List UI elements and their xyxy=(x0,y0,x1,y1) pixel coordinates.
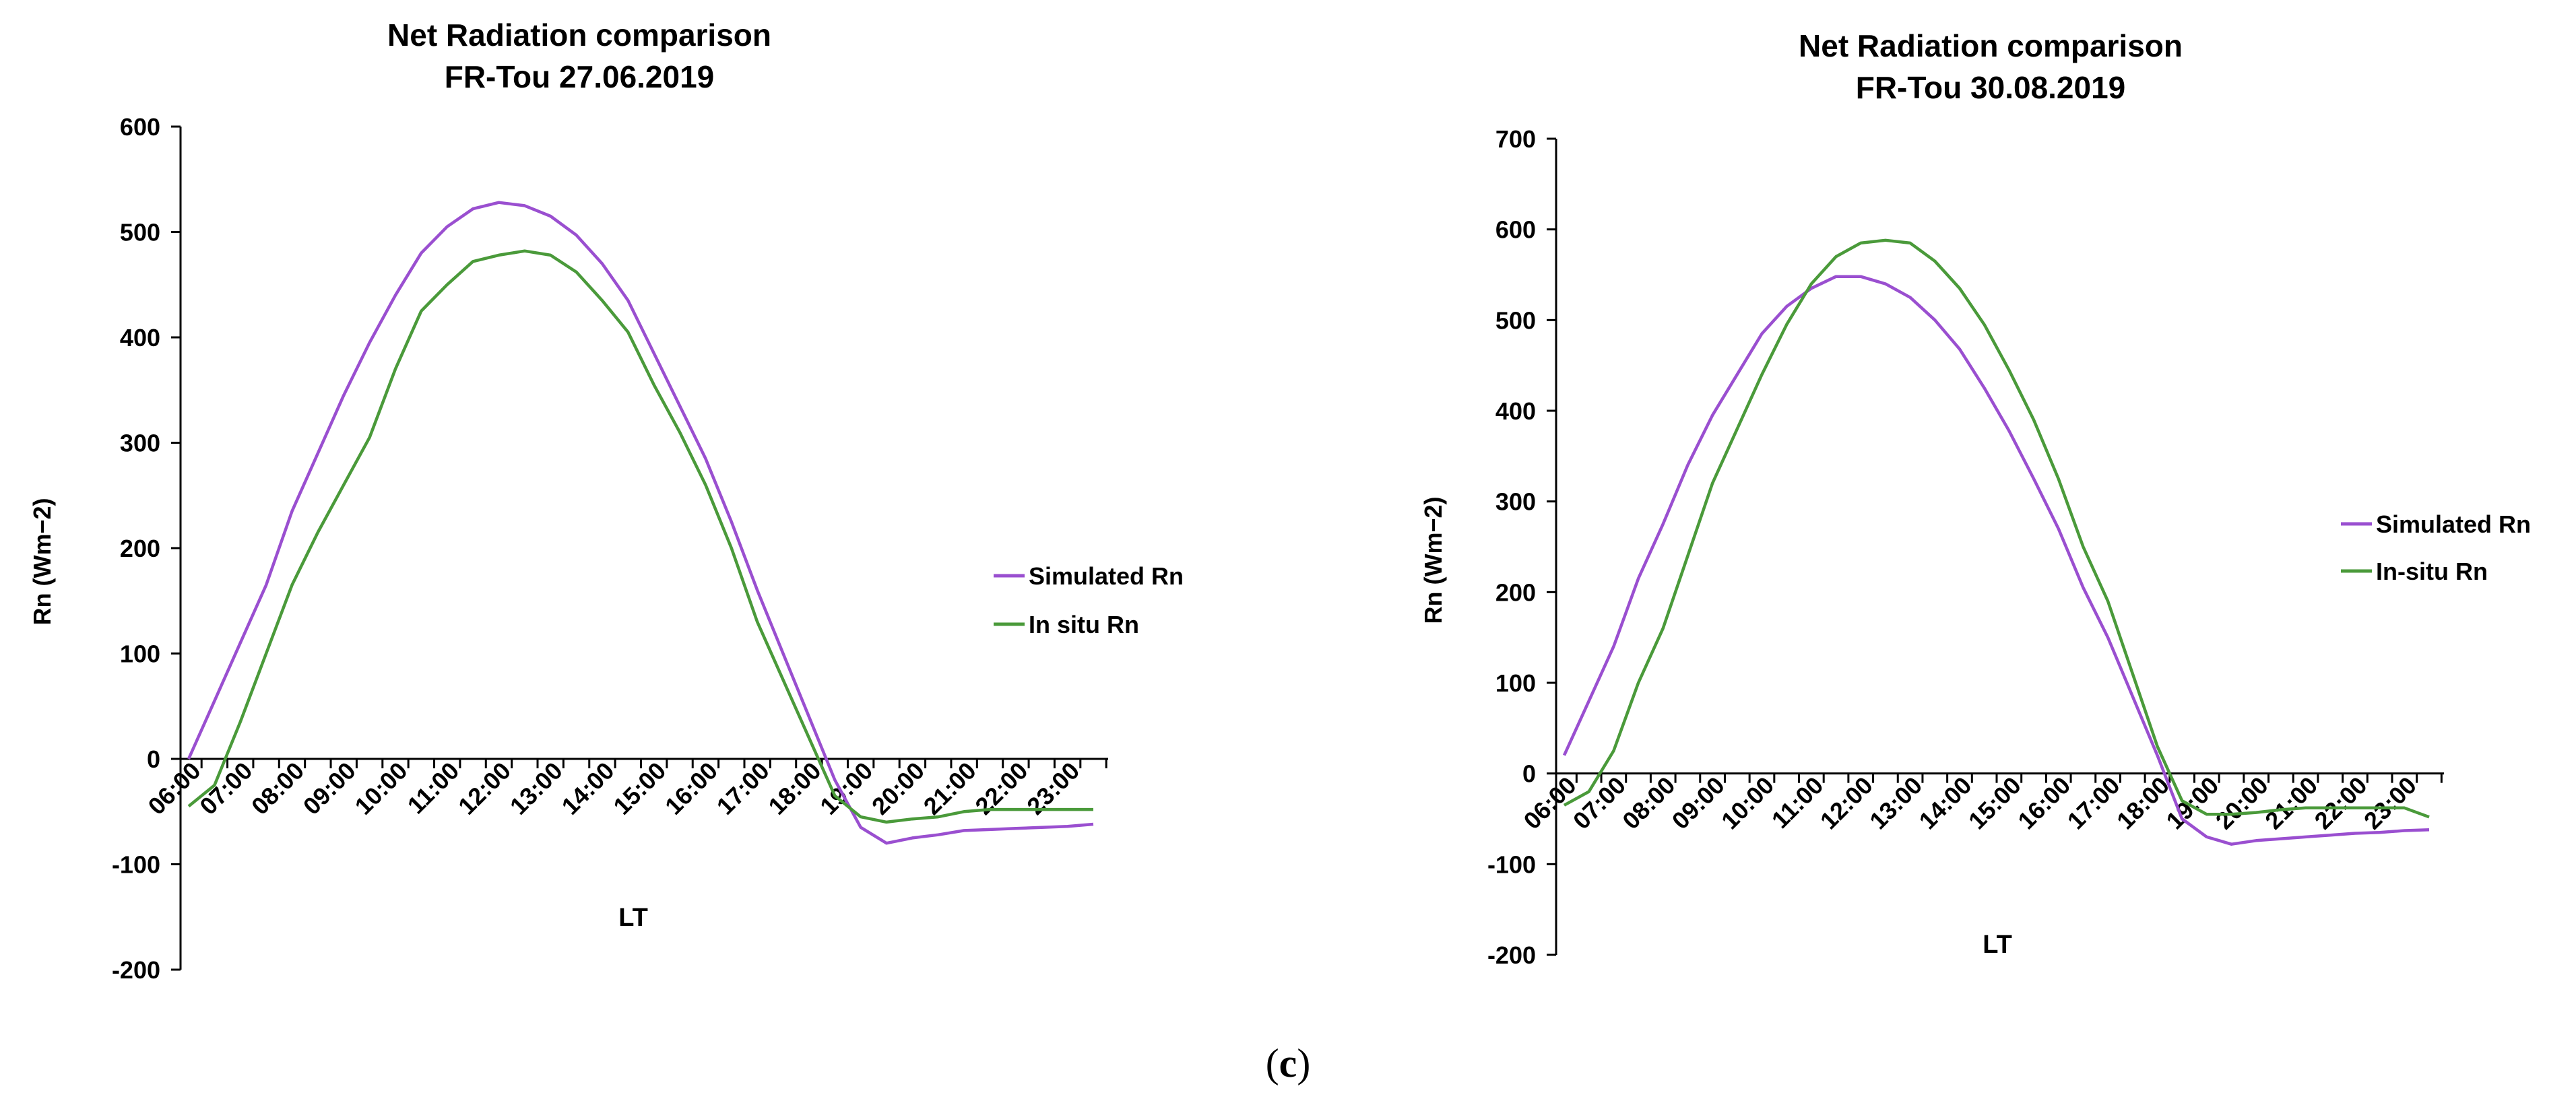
y-tick-label: 100 xyxy=(1495,669,1536,697)
legend-label: Simulated Rn xyxy=(2376,510,2531,538)
x-tick-label: 08:00 xyxy=(246,757,309,820)
series-line-simulated xyxy=(187,201,1094,845)
x-tick-label: 11:00 xyxy=(1766,771,1829,834)
y-tick-label: 0 xyxy=(147,745,160,773)
y-axis-label: Rn (Wm−2) xyxy=(1419,497,1447,624)
y-tick-label: 400 xyxy=(1495,397,1536,425)
legend-label: In-situ Rn xyxy=(2376,558,2488,585)
x-tick-label: 07:00 xyxy=(194,757,257,820)
y-tick-label: 100 xyxy=(120,640,160,668)
x-tick-label: 17:00 xyxy=(711,757,775,820)
y-tick-label: -200 xyxy=(112,956,160,984)
x-axis-label: LT xyxy=(618,904,648,932)
x-tick-label: 13:00 xyxy=(505,757,568,820)
y-tick-label: -200 xyxy=(1487,941,1536,969)
y-tick-label: 300 xyxy=(120,430,160,457)
caption-letter: c xyxy=(1279,1041,1297,1085)
x-tick-label: 14:00 xyxy=(556,757,619,820)
chart-right: Net Radiation comparison FR-Tou 30.08.201… xyxy=(1419,28,2531,969)
chart-subtitle: FR-Tou 27.06.2019 xyxy=(445,59,715,94)
x-tick-label: 16:00 xyxy=(659,757,723,820)
chart-title: Net Radiation comparison xyxy=(1799,28,2183,63)
x-tick-label: 10:00 xyxy=(350,757,413,820)
figure-caption: (c) xyxy=(1265,1041,1311,1085)
x-tick-label: 12:00 xyxy=(453,757,516,820)
x-axis-label: LT xyxy=(1983,931,2012,959)
y-axis-label: Rn (Wm−2) xyxy=(28,498,56,626)
y-tick-label: 200 xyxy=(1495,578,1536,606)
series-line-simulated xyxy=(1562,275,2430,846)
x-tick-label: 18:00 xyxy=(763,757,826,820)
x-tick-label: 09:00 xyxy=(298,757,361,820)
chart-left: Net Radiation comparison FR-Tou 27.06.201… xyxy=(28,18,1184,984)
chart-title: Net Radiation comparison xyxy=(387,18,771,53)
legend-label: Simulated Rn xyxy=(1029,562,1184,590)
x-tick-label: 19:00 xyxy=(814,757,878,820)
chart-subtitle: FR-Tou 30.08.2019 xyxy=(1856,70,2126,105)
x-tick-label: 11:00 xyxy=(402,757,465,819)
y-tick-label: 600 xyxy=(1495,216,1536,244)
y-tick-label: 600 xyxy=(120,113,160,141)
y-tick-label: 200 xyxy=(120,535,160,562)
y-tick-label: -100 xyxy=(1487,850,1536,878)
y-tick-label: 0 xyxy=(1522,760,1536,788)
y-tick-label: 400 xyxy=(120,324,160,351)
legend-label: In situ Rn xyxy=(1029,611,1139,638)
y-tick-label: 300 xyxy=(1495,488,1536,516)
x-tick-label: 15:00 xyxy=(608,757,671,820)
y-tick-label: 700 xyxy=(1495,125,1536,153)
y-tick-label: -100 xyxy=(112,851,160,879)
y-tick-label: 500 xyxy=(120,219,160,246)
series-line-insitu xyxy=(1563,238,2430,819)
series-line-insitu xyxy=(187,249,1093,824)
y-tick-label: 500 xyxy=(1495,306,1536,334)
x-tick-label: 20:00 xyxy=(866,757,930,820)
